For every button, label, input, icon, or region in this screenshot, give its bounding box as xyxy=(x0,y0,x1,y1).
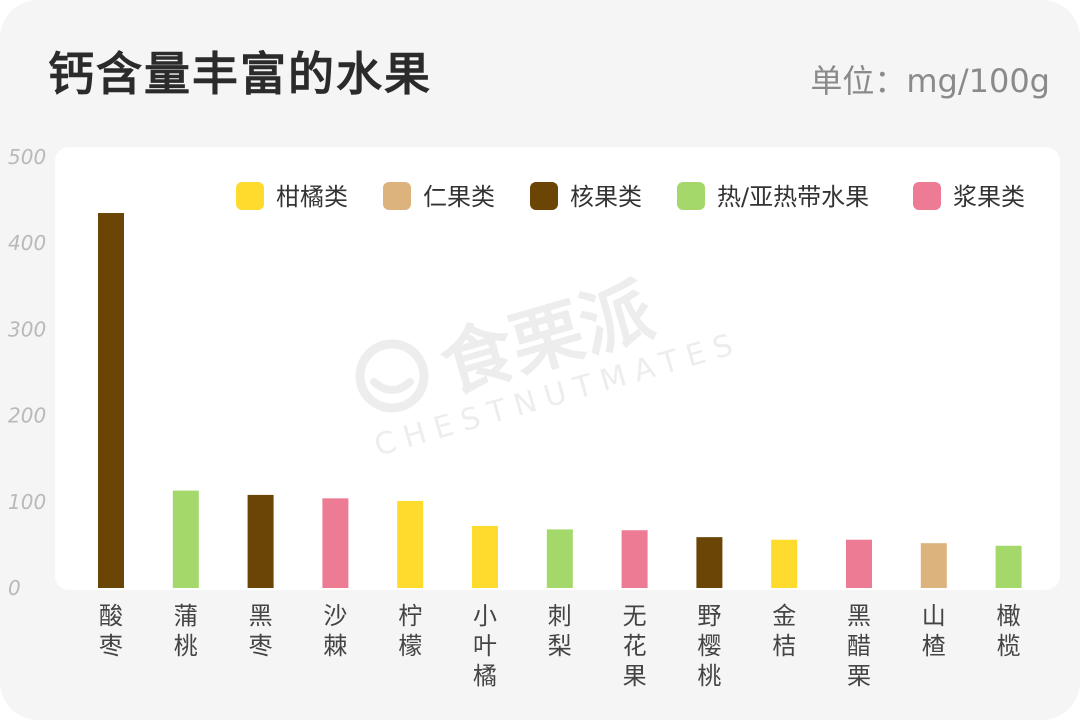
legend-swatch xyxy=(913,182,941,210)
bar xyxy=(322,498,349,588)
bar xyxy=(98,213,124,588)
x-tick-label: 蒲桃 xyxy=(174,602,198,660)
legend-label: 柑橘类 xyxy=(276,183,348,211)
legend-swatch xyxy=(236,182,264,210)
bar xyxy=(621,530,648,588)
x-tick-label: 金桔 xyxy=(772,602,796,660)
y-tick-label: 100 xyxy=(8,490,46,514)
legend-swatch xyxy=(530,182,558,210)
legend: 柑橘类 仁果类 核果类 热/亚热带水果 浆果类 xyxy=(236,182,1025,211)
plot-area xyxy=(55,147,1060,590)
chart-title: 钙含量丰富的水果 xyxy=(48,47,432,101)
x-tick-label: 橄榄 xyxy=(997,602,1021,660)
bar xyxy=(546,529,573,588)
bar xyxy=(397,500,424,588)
x-tick-label: 山楂 xyxy=(922,602,946,660)
bar xyxy=(771,539,798,588)
legend-label: 核果类 xyxy=(570,183,642,211)
watermark-logo-icon xyxy=(355,339,429,413)
x-tick-label: 黑醋栗 xyxy=(847,602,871,690)
unit-label: 单位：mg/100g xyxy=(810,62,1050,100)
legend-label: 浆果类 xyxy=(953,183,1025,211)
x-tick-label: 酸枣 xyxy=(99,602,123,660)
bar xyxy=(172,490,199,588)
y-tick-label: 200 xyxy=(8,404,46,428)
legend-label: 仁果类 xyxy=(423,183,495,211)
bar xyxy=(995,545,1022,588)
y-tick-label: 400 xyxy=(8,231,46,255)
bar xyxy=(920,543,947,588)
y-axis: 0 100 200 300 400 500 xyxy=(8,145,46,600)
bar xyxy=(247,494,274,588)
legend-swatch xyxy=(383,182,411,210)
legend-swatch xyxy=(677,182,705,210)
x-tick-label: 刺梨 xyxy=(548,602,572,660)
x-tick-label: 无花果 xyxy=(623,602,647,690)
x-tick-label: 小叶橘 xyxy=(473,602,497,690)
y-tick-label: 0 xyxy=(8,576,21,600)
x-tick-label: 黑枣 xyxy=(249,602,273,660)
x-tick-label: 沙棘 xyxy=(323,602,347,660)
bar xyxy=(846,539,872,588)
bars xyxy=(98,213,1022,588)
watermark: 食栗派 CHESTNUTMATES xyxy=(355,268,745,464)
x-tick-label: 野樱桃 xyxy=(697,602,721,690)
y-tick-label: 300 xyxy=(8,317,46,341)
bar xyxy=(696,537,723,588)
x-tick-label: 柠檬 xyxy=(398,602,422,660)
bar xyxy=(472,525,498,588)
y-tick-label: 500 xyxy=(8,145,46,169)
legend-label: 热/亚热带水果 xyxy=(717,183,869,211)
